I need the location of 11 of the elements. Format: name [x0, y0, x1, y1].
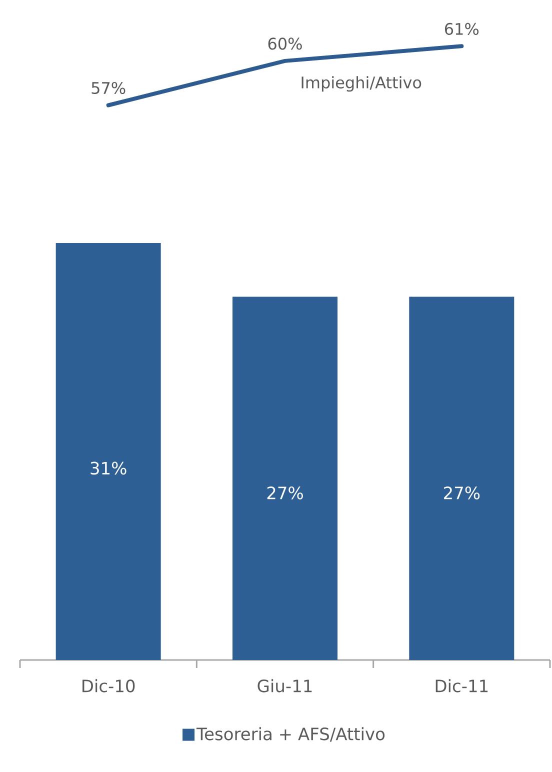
x-tick-label: Dic-11: [436, 679, 488, 692]
data-label: 60%: [268, 38, 302, 50]
data-label: 57%: [92, 82, 126, 94]
x-tick-label: Dic-10: [82, 679, 135, 692]
data-label: 31%: [90, 462, 126, 475]
legend-label: Tesoreria + AFS/Attivo: [196, 727, 385, 742]
data-label: 27%: [267, 486, 303, 500]
data-label: 27%: [444, 486, 480, 500]
series-label: Impieghi/Attivo: [302, 76, 422, 92]
data-label: 61%: [444, 22, 479, 35]
x-tick-label: Giu-11: [258, 679, 312, 692]
